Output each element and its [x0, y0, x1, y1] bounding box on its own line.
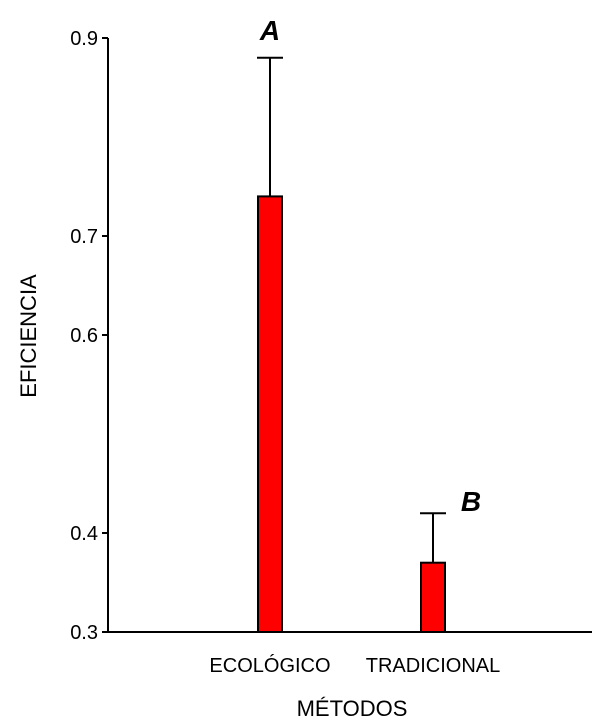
- bar-ecológico: [257, 195, 283, 633]
- bars: [257, 195, 446, 634]
- y-tick-label: 0.4: [70, 523, 98, 545]
- category-label: ECOLÓGICO: [209, 654, 330, 677]
- bar-tradicional: [420, 561, 446, 634]
- y-axis-ticks: 0.3 0.4 0.6 0.7 0.9: [70, 28, 108, 644]
- x-axis-title: MÉTODOS: [297, 696, 408, 721]
- y-tick-label: 0.6: [70, 325, 98, 347]
- x-axis-category-labels: ECOLÓGICO TRADICIONAL: [209, 654, 500, 677]
- y-tick-label: 0.3: [70, 622, 98, 644]
- y-tick-label: 0.7: [70, 226, 98, 248]
- error-bars: [257, 56, 446, 563]
- significance-letter: A: [259, 15, 280, 46]
- significance-letters: AB: [259, 15, 481, 517]
- y-tick-label: 0.9: [70, 28, 98, 50]
- significance-letter: B: [461, 486, 481, 517]
- y-axis-title: EFICIENCIA: [16, 274, 41, 398]
- category-label: TRADICIONAL: [366, 655, 500, 677]
